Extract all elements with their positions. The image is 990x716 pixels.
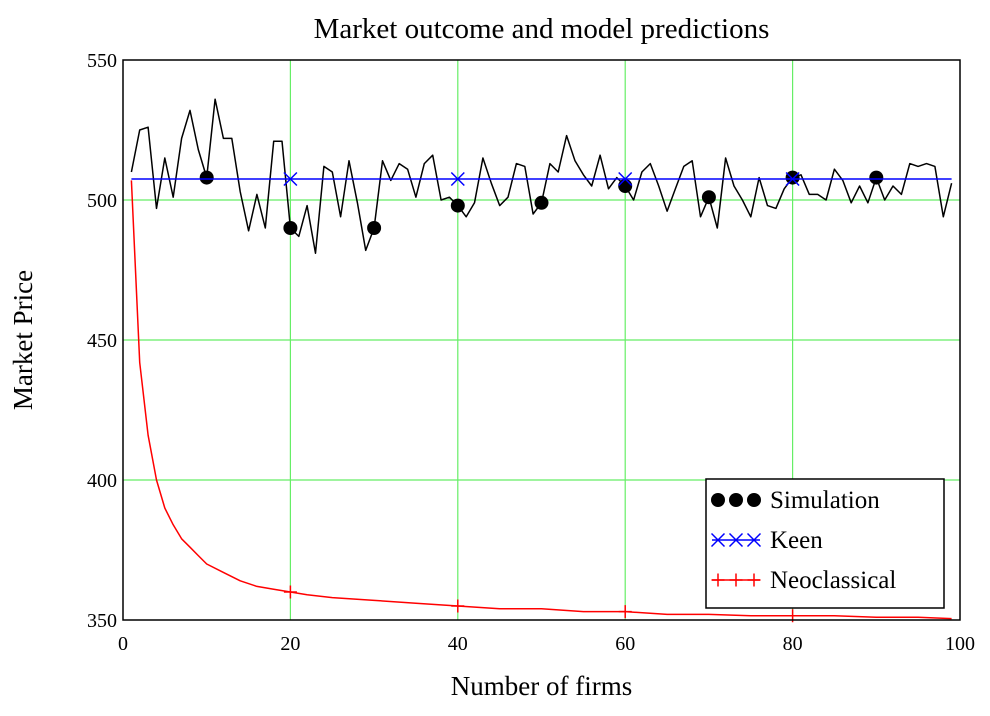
- y-axis-label: Market Price: [8, 270, 38, 410]
- legend-marker: [711, 573, 725, 587]
- data-point: [450, 171, 465, 187]
- x-tick-label: 60: [615, 633, 635, 655]
- data-point: [618, 179, 633, 193]
- data-point: [618, 171, 633, 187]
- legend-label: Simulation: [770, 487, 880, 514]
- chart-title: Market outcome and model predictions: [314, 13, 770, 45]
- y-tick-label: 450: [87, 330, 117, 352]
- data-point: [618, 605, 632, 619]
- x-axis-label: Number of firms: [451, 671, 632, 701]
- legend-box: [705, 478, 945, 609]
- series-line-simulation: [130, 98, 953, 254]
- legend-marker: [710, 532, 726, 548]
- series-keen: [131, 171, 952, 187]
- legend-item: Keen: [710, 527, 823, 554]
- series-simulation: [130, 98, 953, 254]
- legend-item: Simulation: [711, 487, 880, 514]
- y-tick-label: 400: [87, 470, 117, 492]
- legend-marker: [728, 532, 744, 548]
- x-tick-label: 40: [448, 633, 468, 655]
- legend-marker: [711, 493, 725, 507]
- y-tick-label: 350: [87, 610, 117, 632]
- legend: Simulation Keen Neoclassical: [705, 478, 945, 609]
- legend-marker: [747, 573, 761, 587]
- data-point: [450, 198, 465, 213]
- data-point: [283, 171, 298, 187]
- legend-label: Keen: [770, 527, 823, 554]
- legend-marker: [729, 493, 743, 507]
- x-tick-label: 0: [118, 633, 128, 655]
- legend-item: Neoclassical: [711, 567, 896, 594]
- series-layer: [130, 98, 953, 623]
- data-point: [199, 170, 214, 185]
- data-point: [534, 195, 549, 210]
- data-point: [785, 170, 800, 185]
- x-tick-label: 20: [280, 633, 300, 655]
- legend-label: Neoclassical: [770, 567, 896, 594]
- plot-frame: [122, 59, 961, 621]
- legend-marker: [747, 493, 761, 507]
- y-tick-label: 550: [87, 50, 117, 72]
- data-point: [701, 190, 716, 205]
- y-tick-label: 500: [87, 190, 117, 212]
- x-tick-label: 80: [783, 633, 803, 655]
- data-point: [451, 599, 465, 613]
- data-point: [367, 221, 382, 235]
- ticks: 0 20 40 60 80 100 350 400 450 500 550: [87, 50, 975, 655]
- legend-marker: [746, 532, 762, 548]
- legend-marker: [729, 573, 743, 587]
- data-point: [869, 170, 884, 185]
- x-tick-label: 100: [945, 633, 975, 655]
- data-point: [283, 221, 298, 235]
- data-point: [785, 171, 800, 187]
- series-line-neoclassical: [130, 180, 952, 620]
- data-point: [283, 585, 297, 599]
